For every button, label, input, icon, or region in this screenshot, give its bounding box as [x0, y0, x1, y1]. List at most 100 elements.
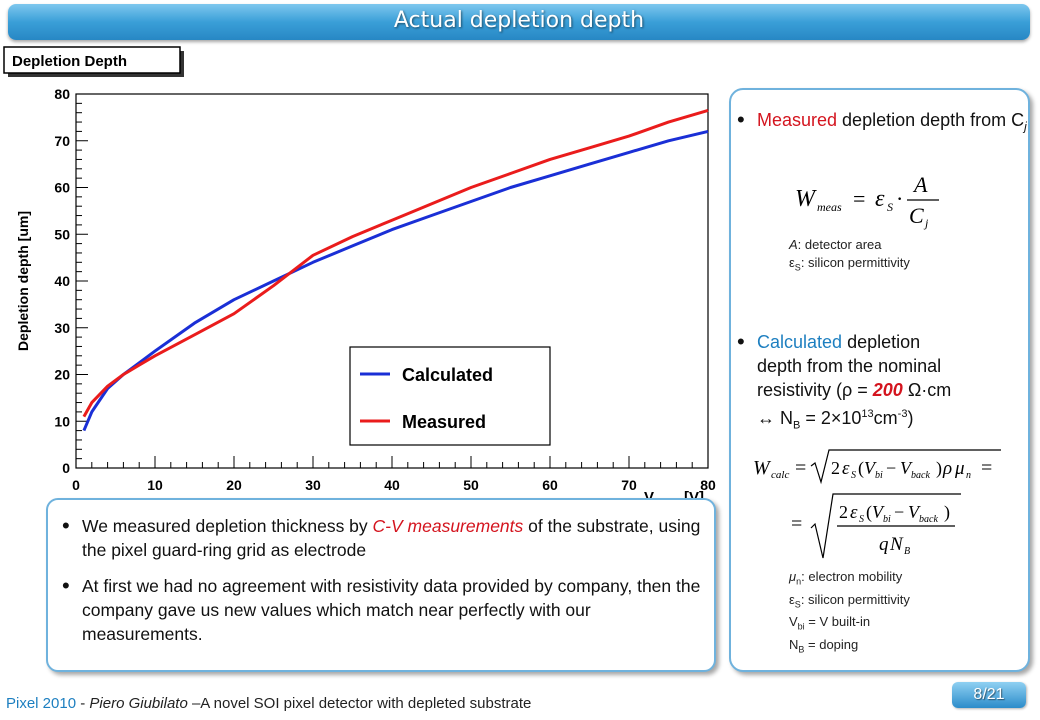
notes-bullet-1: • We measured depletion thickness by C-V… [62, 514, 702, 562]
measured-label: Measured [757, 110, 838, 130]
calc-line4-base: 10 [841, 408, 862, 428]
f2-paren-close: ) [936, 458, 942, 479]
f2-mu: μ [954, 458, 965, 479]
legend-box [349, 346, 551, 446]
bullet1-part-a: We measured depletion thickness by [82, 516, 373, 536]
notes-bullet-2-text: At first we had no agreement with resist… [82, 576, 701, 644]
f2-num-vback: V [908, 502, 921, 522]
f2-eps-sub: S [851, 470, 856, 481]
calc-line3-pre: resistivity (ρ = [757, 380, 873, 400]
y-tick-label: 10 [54, 413, 70, 429]
f2-lhs: W [753, 457, 772, 479]
note-text: = doping [804, 636, 859, 652]
note-sym: V [789, 614, 798, 630]
x-axis-label: V [644, 489, 654, 506]
calc-line3-post: Ω·cm [902, 380, 952, 400]
x-tick-label: 10 [147, 477, 163, 493]
formula-panel: • Measured depletion depth from Cj W mea… [729, 88, 1030, 672]
calc-line1: depletion [842, 332, 921, 352]
notes-bullet-2: • At first we had no agreement with resi… [62, 574, 702, 646]
f2-rho: ρ [942, 458, 952, 479]
f2-num-vbi: V [872, 502, 885, 522]
f2-num-vback-sub: back [919, 514, 938, 525]
y-tick-label: 70 [54, 133, 70, 149]
calc-line4-pre: ↔ N [757, 408, 793, 428]
y-tick-label: 80 [54, 86, 70, 102]
f2-sqrt-1 [810, 449, 1001, 485]
bullet-dot: • [62, 573, 70, 598]
f2-num-eps: ε [850, 502, 858, 523]
calc-line2: depth from the nominal [757, 356, 942, 376]
bullet1-part-b: of the substrate, using the pixel guard-… [82, 516, 701, 560]
f2-num-eps-sub: S [859, 514, 864, 525]
x-tick-label: 60 [542, 477, 558, 493]
f2-paren-open: ( [858, 458, 864, 479]
f2-vbi: V [864, 458, 877, 478]
chart-title: Depletion Depth [12, 53, 127, 70]
calc-line4-sub: B [793, 419, 801, 432]
calc-line4-exp: 13 [861, 408, 874, 420]
f2-num-vbi-sub: bi [883, 514, 891, 525]
bullet-dot: • [737, 107, 745, 132]
f2-n-sub: B [904, 546, 910, 557]
f2-eps: ε [842, 458, 850, 479]
y-tick-label: 40 [54, 273, 70, 289]
note-sym: A [789, 237, 798, 252]
y-tick-label: 0 [62, 460, 70, 476]
times-sign: × [830, 408, 842, 428]
f2-eq2: = [981, 457, 992, 479]
f1-dot: · [896, 186, 903, 211]
note-sub: S [794, 599, 801, 610]
f2-num-open: ( [866, 502, 872, 523]
f2-num-close: ) [944, 502, 950, 523]
measured-text: depletion depth from C [837, 110, 1025, 130]
calculated-notes: μn: electron mobility εS: silicon permit… [789, 568, 910, 658]
x-tick-label: 70 [621, 477, 637, 493]
note-sub: B [798, 644, 805, 655]
footer-sep: - [76, 695, 90, 712]
note-text: : silicon permittivity [800, 255, 910, 270]
x-tick-label: 30 [305, 477, 321, 493]
note-text: : silicon permittivity [800, 591, 910, 607]
note-text: : electron mobility [801, 569, 903, 584]
resistivity-value: 200 [872, 380, 903, 400]
f2-sqrt-2 [810, 493, 961, 559]
notes-bullet-1-text: We measured depletion thickness by C-V m… [82, 514, 702, 562]
notes-panel: • We measured depletion thickness by C-V… [46, 498, 716, 672]
f1-eps: ε [875, 186, 885, 212]
y-tick-label: 30 [54, 320, 70, 336]
title-banner: Actual depletion depth [8, 4, 1030, 40]
note-sym: ε [789, 255, 795, 270]
measured-notes: A: detector area εS: silicon permittivit… [789, 236, 910, 277]
note-sym: ε [789, 591, 795, 607]
legend-label-calculated: Calculated [402, 365, 493, 385]
y-tick-label: 60 [54, 180, 70, 196]
footer: Pixel 2010 - Piero Giubilato –A novel SO… [6, 695, 531, 712]
f2-q: q [879, 534, 889, 555]
note-sub: bi [797, 621, 805, 632]
note-sym: μ [789, 569, 797, 584]
f1-num: A [912, 172, 928, 197]
f2-eq: = [795, 457, 806, 479]
x-tick-label: 80 [700, 477, 716, 493]
x-tick-label: 50 [463, 477, 479, 493]
formula-w-calc: W calc = 2 ε S ( V bi − V back ) ρ μ n =… [753, 449, 1001, 559]
page-number: 8/21 [952, 682, 1026, 708]
formula-w-meas: W meas = ε S · A C j [795, 172, 939, 230]
bullet1-highlight: C-V measurements [372, 516, 524, 536]
f2-vbi-sub: bi [875, 470, 883, 481]
series-line-measured [82, 108, 709, 418]
y-tick-label: 50 [54, 226, 70, 242]
x-tick-label: 20 [226, 477, 242, 493]
f2-eq3: = [791, 513, 802, 535]
f2-vback-sub: back [911, 470, 930, 481]
calc-line4-unit: cm [873, 408, 898, 428]
measured-sub: j [1024, 119, 1027, 134]
f2-two: 2 [831, 458, 840, 478]
f1-eps-sub: S [887, 200, 893, 214]
measured-bullet: • Measured depletion depth from Cj [737, 108, 1027, 139]
f2-lhs-sub: calc [771, 469, 789, 481]
f2-num-2: 2 [839, 502, 848, 522]
slide-title: Actual depletion depth [393, 8, 645, 33]
f1-eq: = [853, 186, 865, 211]
